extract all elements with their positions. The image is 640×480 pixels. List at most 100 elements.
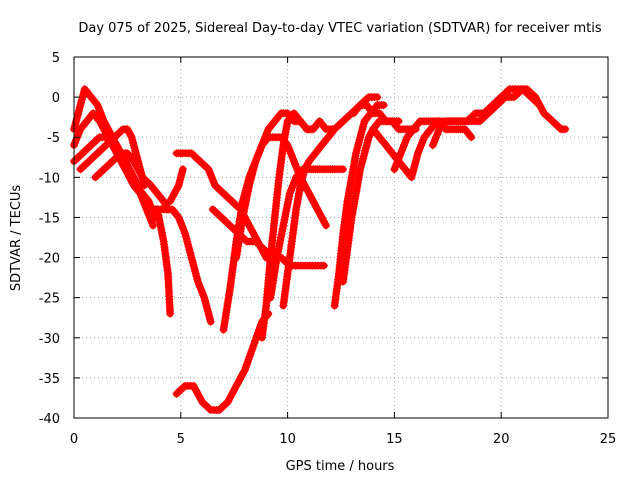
- series-arc-13: [258, 109, 337, 342]
- plus-markers: [305, 189, 321, 212]
- x-axis-label: GPS time / hours: [286, 459, 395, 474]
- plus-marker-end: [322, 221, 331, 230]
- plus-markers: [313, 205, 329, 228]
- plus-markers: [219, 189, 234, 204]
- plus-marker-end: [166, 309, 175, 318]
- plus-markers: [142, 205, 156, 227]
- x-tick-label: 5: [177, 432, 185, 447]
- plus-markers: [388, 117, 402, 132]
- plus-markers: [330, 272, 343, 310]
- plus-markers: [93, 143, 108, 158]
- plus-markers: [123, 125, 135, 140]
- plus-markers: [373, 101, 386, 110]
- plus-markers: [164, 269, 174, 315]
- plus-markers: [460, 125, 474, 140]
- y-tick-label: -10: [39, 171, 60, 186]
- plus-markers: [311, 261, 326, 270]
- x-tick-labels: 0 5 10 15 20 25: [70, 432, 616, 447]
- plus-markers: [422, 117, 435, 126]
- plus-marker-end: [379, 101, 388, 110]
- plus-markers: [471, 109, 486, 118]
- y-tick-label: -35: [39, 372, 60, 387]
- plus-markers: [356, 119, 368, 142]
- plus-markers: [448, 125, 461, 134]
- plus-markers: [131, 181, 145, 196]
- plus-markers: [290, 109, 303, 124]
- y-tick-labels: 5 0 -5 -10 -15 -20 -25 -30 -35 -40: [39, 51, 60, 427]
- plus-markers: [76, 87, 88, 110]
- plus-markers: [548, 117, 563, 132]
- plus-markers: [428, 127, 443, 150]
- plus-markers: [302, 125, 316, 134]
- plus-markers: [510, 87, 525, 102]
- plus-markers: [127, 133, 140, 155]
- plus-markers: [217, 213, 232, 228]
- plus-markers: [76, 119, 90, 134]
- plus-markers: [223, 384, 240, 406]
- plus-markers: [211, 181, 226, 196]
- plus-markers: [390, 151, 404, 174]
- plus-markers: [204, 165, 218, 187]
- plus-markers: [93, 101, 107, 123]
- plus-markers: [330, 119, 345, 134]
- plus-markers: [251, 237, 266, 252]
- plus-markers: [375, 109, 389, 124]
- plus-marker-end: [149, 221, 158, 230]
- plus-markers: [174, 168, 187, 190]
- plus-markers: [151, 205, 165, 214]
- plus-markers: [302, 261, 317, 270]
- plus-markers: [159, 237, 172, 275]
- plus-markers: [557, 125, 568, 134]
- plus-markers: [454, 117, 469, 126]
- plus-markers: [146, 181, 160, 196]
- plus-markers: [264, 119, 278, 134]
- plus-markers: [505, 85, 520, 94]
- plus-markers: [441, 117, 454, 126]
- series-arc-22: [475, 85, 544, 126]
- plus-markers: [381, 117, 395, 126]
- plus-markers: [334, 232, 347, 278]
- plus-markers: [266, 256, 281, 302]
- plus-markers: [125, 173, 139, 188]
- plus-markers: [324, 165, 337, 174]
- plus-marker-end: [319, 261, 328, 270]
- x-tick-label: 25: [600, 432, 617, 447]
- plus-markers: [258, 304, 270, 342]
- plus-markers: [349, 103, 363, 118]
- plot-frame: [73, 56, 609, 419]
- plus-markers: [416, 117, 429, 126]
- plus-markers: [189, 381, 205, 404]
- plus-markers: [339, 248, 351, 286]
- plus-markers: [492, 95, 508, 110]
- plus-markers: [166, 191, 178, 206]
- y-tick-label: 0: [52, 91, 60, 106]
- plus-markers: [87, 135, 102, 150]
- plus-markers: [369, 109, 382, 118]
- plus-markers: [394, 125, 407, 134]
- plus-markers: [219, 288, 234, 334]
- plus-markers: [232, 216, 247, 262]
- plus-markers: [343, 216, 356, 254]
- plus-markers: [285, 176, 300, 198]
- plus-marker-end: [178, 165, 187, 174]
- plus-markers: [78, 143, 93, 158]
- y-tick-label: -25: [39, 292, 60, 307]
- plus-markers: [119, 125, 130, 134]
- plus-markers: [409, 119, 423, 134]
- plus-markers: [243, 237, 257, 246]
- plus-markers: [381, 141, 395, 156]
- plus-markers: [208, 205, 224, 220]
- plus-markers: [240, 344, 257, 374]
- plus-markers: [305, 151, 318, 166]
- plus-marker-end: [339, 165, 348, 174]
- plus-markers: [369, 125, 382, 140]
- plus-marker-end: [206, 317, 215, 326]
- plus-markers: [283, 240, 296, 278]
- plus-markers: [428, 117, 442, 126]
- plus-markers: [99, 117, 116, 139]
- chart-title: Day 075 of 2025, Sidereal Day-to-day VTE…: [78, 21, 602, 36]
- plus-marker-end: [467, 133, 476, 142]
- plus-markers: [441, 125, 454, 134]
- plus-markers: [322, 125, 335, 134]
